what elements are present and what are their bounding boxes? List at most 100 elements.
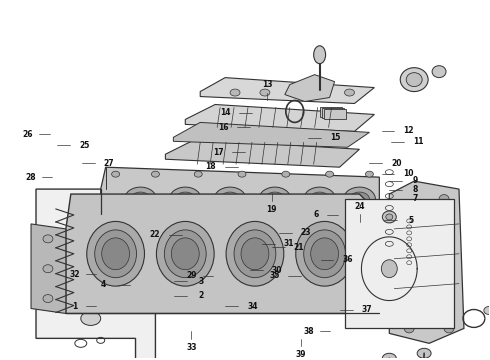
Ellipse shape [349, 192, 369, 206]
Text: 9: 9 [413, 176, 418, 185]
Ellipse shape [319, 89, 330, 96]
Ellipse shape [230, 89, 240, 96]
Text: 38: 38 [303, 327, 314, 336]
Ellipse shape [394, 264, 404, 273]
Text: 27: 27 [103, 158, 114, 167]
Text: 30: 30 [271, 266, 282, 275]
Bar [323, 109, 345, 120]
Ellipse shape [326, 171, 334, 177]
Ellipse shape [404, 324, 414, 333]
Polygon shape [200, 78, 374, 104]
Polygon shape [101, 167, 379, 219]
Text: 35: 35 [269, 271, 279, 280]
Polygon shape [389, 181, 464, 343]
Ellipse shape [43, 265, 53, 273]
Ellipse shape [400, 68, 428, 91]
Text: 8: 8 [413, 185, 418, 194]
Ellipse shape [304, 187, 336, 211]
Ellipse shape [439, 194, 449, 203]
Ellipse shape [95, 230, 137, 278]
Bar [74, 239, 94, 257]
Bar [321, 108, 343, 118]
Text: 20: 20 [391, 158, 401, 167]
Polygon shape [185, 104, 374, 131]
Polygon shape [36, 189, 155, 360]
Ellipse shape [259, 187, 291, 211]
Text: 2: 2 [198, 291, 204, 300]
Ellipse shape [296, 221, 353, 286]
Text: 23: 23 [301, 228, 311, 237]
Text: 36: 36 [342, 255, 353, 264]
Ellipse shape [366, 171, 373, 177]
Ellipse shape [394, 199, 404, 208]
Text: 21: 21 [294, 243, 304, 252]
Text: 4: 4 [101, 280, 106, 289]
Ellipse shape [214, 187, 246, 211]
Ellipse shape [406, 73, 422, 87]
Bar [69, 284, 97, 296]
Ellipse shape [172, 238, 199, 270]
Ellipse shape [170, 187, 201, 211]
Text: 39: 39 [296, 350, 306, 359]
Text: 7: 7 [413, 194, 418, 203]
Text: 26: 26 [23, 130, 33, 139]
Ellipse shape [220, 192, 240, 206]
Ellipse shape [175, 192, 195, 206]
Text: 14: 14 [220, 108, 231, 117]
Bar [319, 108, 342, 117]
Ellipse shape [194, 171, 202, 177]
Text: 13: 13 [262, 80, 272, 89]
Ellipse shape [260, 89, 270, 96]
Ellipse shape [381, 260, 397, 278]
Text: 25: 25 [79, 141, 89, 150]
Ellipse shape [102, 238, 129, 270]
Text: 5: 5 [408, 216, 414, 225]
Ellipse shape [304, 230, 345, 278]
Ellipse shape [81, 311, 101, 325]
Ellipse shape [382, 211, 396, 223]
Text: 28: 28 [25, 173, 36, 182]
Ellipse shape [311, 238, 339, 270]
Text: 37: 37 [362, 305, 372, 314]
Ellipse shape [282, 171, 290, 177]
Ellipse shape [484, 306, 490, 315]
Polygon shape [173, 122, 369, 147]
Text: 22: 22 [149, 230, 160, 239]
Ellipse shape [314, 46, 326, 64]
Text: 24: 24 [354, 202, 365, 211]
Text: 17: 17 [213, 148, 223, 157]
Bar [69, 234, 98, 262]
Ellipse shape [444, 259, 454, 268]
Ellipse shape [417, 348, 431, 358]
Ellipse shape [241, 238, 269, 270]
Ellipse shape [344, 89, 354, 96]
Ellipse shape [130, 192, 150, 206]
Ellipse shape [444, 324, 454, 333]
Text: 34: 34 [247, 302, 258, 311]
Text: 18: 18 [205, 162, 216, 171]
Ellipse shape [310, 192, 330, 206]
Ellipse shape [156, 221, 214, 286]
Ellipse shape [226, 221, 284, 286]
Text: 11: 11 [413, 137, 423, 146]
Text: 3: 3 [198, 277, 204, 286]
Polygon shape [285, 75, 335, 102]
Ellipse shape [432, 66, 446, 78]
Ellipse shape [265, 192, 285, 206]
Ellipse shape [87, 221, 145, 286]
Text: 1: 1 [72, 302, 77, 311]
Text: 15: 15 [330, 134, 341, 143]
Text: 31: 31 [284, 239, 294, 248]
Polygon shape [66, 194, 379, 314]
Polygon shape [166, 139, 360, 167]
Ellipse shape [43, 235, 53, 243]
Polygon shape [31, 224, 66, 314]
Ellipse shape [382, 353, 396, 360]
Ellipse shape [151, 171, 159, 177]
Text: 33: 33 [186, 343, 196, 352]
Ellipse shape [43, 294, 53, 302]
Bar [344, 199, 454, 328]
Ellipse shape [112, 171, 120, 177]
Text: 6: 6 [313, 211, 318, 220]
Ellipse shape [386, 214, 393, 220]
